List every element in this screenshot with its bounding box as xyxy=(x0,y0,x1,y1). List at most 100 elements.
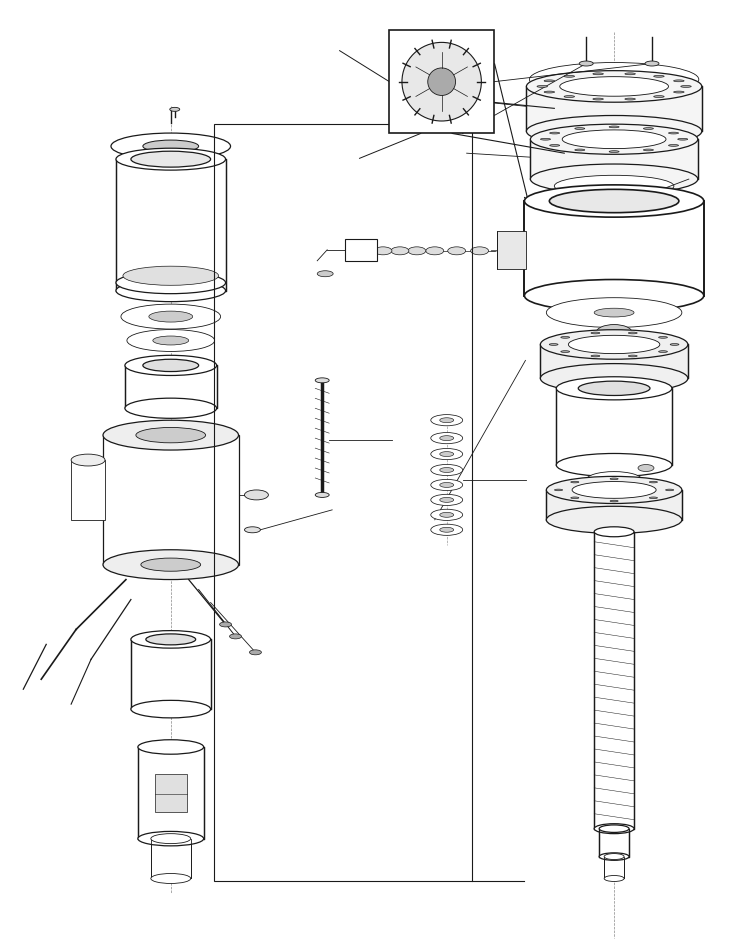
Ellipse shape xyxy=(609,151,619,153)
Ellipse shape xyxy=(670,344,679,346)
Ellipse shape xyxy=(628,355,637,357)
Ellipse shape xyxy=(574,127,585,129)
Ellipse shape xyxy=(645,190,659,196)
Ellipse shape xyxy=(544,92,554,93)
Ellipse shape xyxy=(440,497,454,502)
Ellipse shape xyxy=(537,86,548,88)
Ellipse shape xyxy=(541,139,551,140)
Ellipse shape xyxy=(138,832,204,846)
Ellipse shape xyxy=(116,279,225,302)
Ellipse shape xyxy=(645,61,659,66)
Ellipse shape xyxy=(554,489,562,491)
Ellipse shape xyxy=(374,246,392,255)
Ellipse shape xyxy=(431,448,463,460)
Ellipse shape xyxy=(103,549,238,580)
Ellipse shape xyxy=(568,335,660,354)
Ellipse shape xyxy=(136,428,206,443)
Ellipse shape xyxy=(431,464,463,476)
Ellipse shape xyxy=(146,634,195,645)
Ellipse shape xyxy=(402,42,482,121)
Ellipse shape xyxy=(141,558,201,571)
Ellipse shape xyxy=(546,297,682,328)
Ellipse shape xyxy=(594,527,634,537)
Ellipse shape xyxy=(131,631,210,649)
Ellipse shape xyxy=(549,344,558,346)
Ellipse shape xyxy=(125,355,216,376)
Ellipse shape xyxy=(591,332,600,334)
Ellipse shape xyxy=(318,271,333,277)
Ellipse shape xyxy=(658,336,667,338)
Bar xyxy=(131,639,210,709)
Ellipse shape xyxy=(103,420,238,450)
Bar xyxy=(138,747,204,838)
Ellipse shape xyxy=(149,312,192,322)
Ellipse shape xyxy=(564,95,574,97)
Ellipse shape xyxy=(628,332,637,334)
Ellipse shape xyxy=(440,436,454,441)
Ellipse shape xyxy=(527,115,702,147)
Ellipse shape xyxy=(244,527,261,532)
Ellipse shape xyxy=(625,98,635,100)
Ellipse shape xyxy=(143,360,198,372)
Bar xyxy=(524,201,704,295)
Ellipse shape xyxy=(604,875,624,882)
Ellipse shape xyxy=(550,144,560,146)
Ellipse shape xyxy=(116,272,225,294)
Ellipse shape xyxy=(610,500,618,502)
Ellipse shape xyxy=(244,490,268,500)
Bar xyxy=(557,388,672,465)
Ellipse shape xyxy=(579,61,593,66)
Bar xyxy=(71,460,105,520)
Ellipse shape xyxy=(249,649,261,655)
Ellipse shape xyxy=(681,86,691,88)
Ellipse shape xyxy=(524,279,704,312)
Bar xyxy=(540,345,688,379)
Bar xyxy=(151,838,191,879)
Ellipse shape xyxy=(564,76,574,77)
Ellipse shape xyxy=(654,76,664,77)
Ellipse shape xyxy=(440,513,454,517)
Ellipse shape xyxy=(530,164,698,194)
Ellipse shape xyxy=(593,73,604,75)
Ellipse shape xyxy=(562,130,666,148)
Ellipse shape xyxy=(125,398,216,418)
Ellipse shape xyxy=(604,853,624,860)
Ellipse shape xyxy=(440,467,454,472)
Bar xyxy=(155,774,187,812)
Ellipse shape xyxy=(544,80,554,82)
Ellipse shape xyxy=(591,355,600,357)
Ellipse shape xyxy=(549,190,679,212)
Ellipse shape xyxy=(673,80,684,82)
Ellipse shape xyxy=(170,108,180,111)
Ellipse shape xyxy=(638,464,654,471)
Ellipse shape xyxy=(116,148,225,170)
Ellipse shape xyxy=(229,634,241,639)
Ellipse shape xyxy=(654,95,664,97)
Ellipse shape xyxy=(431,414,463,426)
Ellipse shape xyxy=(111,133,231,160)
Ellipse shape xyxy=(649,481,658,483)
Ellipse shape xyxy=(428,68,455,95)
Ellipse shape xyxy=(71,454,105,466)
Ellipse shape xyxy=(440,418,454,423)
Ellipse shape xyxy=(593,98,604,100)
Ellipse shape xyxy=(527,71,702,102)
Ellipse shape xyxy=(550,132,560,134)
Ellipse shape xyxy=(561,336,570,338)
Ellipse shape xyxy=(546,506,682,533)
Ellipse shape xyxy=(138,740,204,754)
Ellipse shape xyxy=(649,497,658,498)
Bar xyxy=(103,435,238,565)
Ellipse shape xyxy=(557,377,672,400)
Ellipse shape xyxy=(431,495,463,505)
Ellipse shape xyxy=(123,266,219,285)
Ellipse shape xyxy=(571,497,579,498)
Ellipse shape xyxy=(643,149,653,151)
Ellipse shape xyxy=(440,528,454,532)
Ellipse shape xyxy=(470,246,488,255)
Ellipse shape xyxy=(586,472,642,488)
Bar xyxy=(345,239,377,261)
Ellipse shape xyxy=(596,325,632,341)
Ellipse shape xyxy=(599,825,629,833)
Ellipse shape xyxy=(546,477,682,503)
